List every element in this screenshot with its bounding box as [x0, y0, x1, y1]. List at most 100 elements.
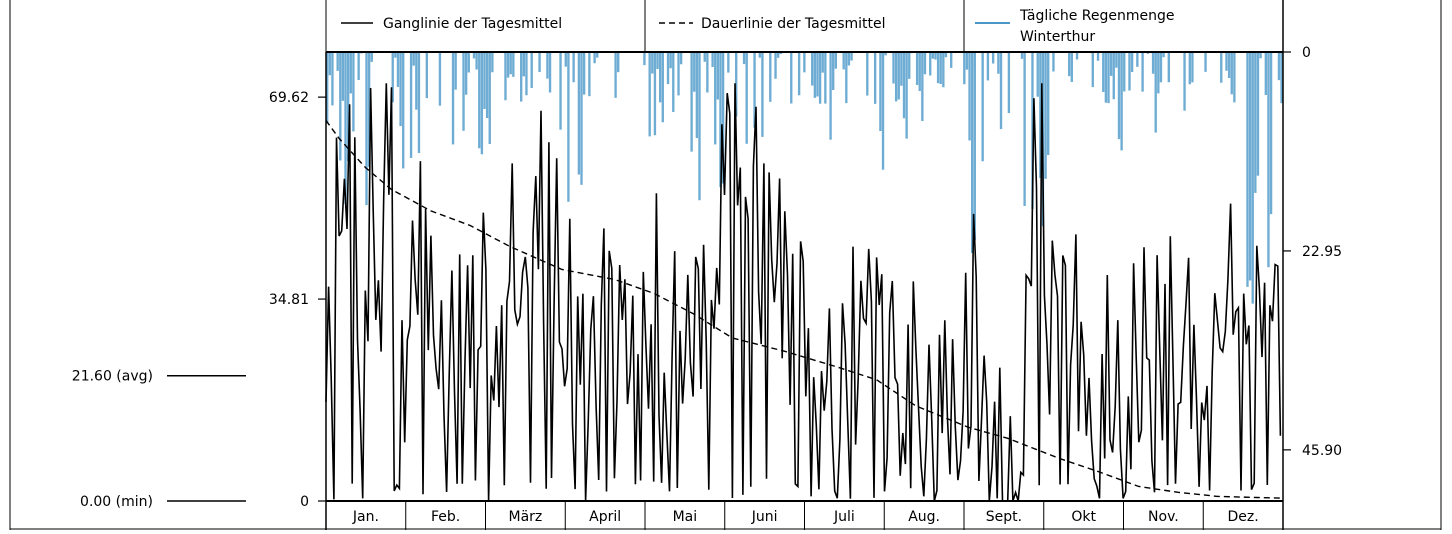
precipitation-bar — [1020, 52, 1024, 59]
month-label: Okt — [1071, 509, 1096, 525]
precipitation-bar — [716, 52, 720, 100]
precipitation-bar — [399, 52, 402, 127]
precipitation-bar — [617, 52, 620, 73]
reference-marks: 21.60 (avg) 0.00 (min) — [72, 369, 246, 510]
precipitation-bar — [1052, 52, 1055, 72]
precipitation-bar — [396, 52, 400, 87]
precipitation-bar — [677, 52, 680, 96]
precipitation-bar — [999, 52, 1003, 130]
precipitation-bar — [944, 52, 948, 58]
precipitation-bar — [572, 52, 575, 83]
precipitation-bar — [698, 52, 701, 201]
precipitation-bar — [834, 52, 838, 69]
precipitation-bar — [745, 52, 748, 144]
legend-label-hydrograph: Ganglinie der Tagesmittel — [383, 16, 562, 32]
precipitation-bar — [1141, 52, 1144, 92]
precipitation-bar — [546, 52, 549, 79]
month-label: Sept. — [986, 509, 1022, 525]
precipitation-bar — [491, 52, 494, 73]
precipitation-bar — [915, 52, 919, 85]
month-label: Jan. — [352, 509, 379, 525]
precipitation-bar — [1136, 52, 1139, 67]
precipitation-bar — [415, 52, 418, 110]
precipitation-bar — [719, 52, 722, 188]
precipitation-bar — [370, 52, 373, 62]
precipitation-bar — [693, 52, 696, 92]
precipitation-bar — [963, 52, 966, 85]
legend-label-precip: Winterthur — [1020, 29, 1095, 45]
precipitation-bar — [758, 52, 761, 58]
precipitation-bar — [818, 52, 822, 104]
precipitation-bar — [1039, 52, 1042, 179]
precipitation-bar — [339, 52, 342, 161]
month-label: Nov. — [1148, 509, 1179, 525]
precipitation-bar — [1259, 52, 1262, 59]
precipitation-bar — [1128, 52, 1131, 91]
precipitation-bar — [1167, 52, 1170, 83]
precipitation-bar — [894, 52, 898, 102]
precipitation-bar — [981, 52, 984, 162]
precipitation-bar — [661, 52, 664, 123]
precipitation-bar — [1157, 52, 1160, 94]
precipitation-bar — [402, 52, 405, 169]
precipitation-bar — [832, 52, 835, 91]
precipitation-bar — [1246, 52, 1249, 287]
precipitation-bar — [939, 52, 942, 85]
precipitation-bar — [779, 52, 782, 55]
precipitation-bar — [548, 52, 552, 93]
precipitation-bar — [525, 52, 528, 96]
precipitation-bar — [582, 52, 586, 95]
precipitation-bar — [580, 52, 583, 185]
precipitation-bar — [923, 52, 927, 75]
precipitation-bar — [480, 52, 484, 155]
legend-label-duration: Dauerlinie der Tagesmittel — [701, 16, 886, 32]
precipitation-bar — [538, 52, 541, 73]
precipitation-bar — [614, 52, 617, 98]
precipitation-bar — [1023, 52, 1026, 206]
precipitation-bar — [884, 52, 887, 56]
precipitation-bar — [331, 52, 334, 106]
precipitation-bar — [753, 52, 756, 128]
precipitation-bar — [679, 52, 683, 65]
precipitation-bar — [950, 52, 953, 68]
precipitation-bar — [365, 52, 368, 206]
precipitation-bar — [1075, 52, 1079, 60]
reference-label: 21.60 (avg) — [72, 369, 153, 385]
month-axis: Jan. Feb. März April Mai Juni Juli Aug. Sept. Okt… — [352, 501, 1259, 530]
precipitation-bar — [1104, 52, 1108, 103]
precipitation-bar — [711, 52, 714, 67]
precipitation-bar — [897, 52, 900, 100]
precipitation-bar — [666, 52, 670, 85]
precipitation-bar — [1123, 52, 1126, 92]
precipitation-bar — [454, 52, 457, 90]
precipitation-bar — [900, 52, 903, 86]
precipitation-bar — [727, 52, 730, 73]
precipitation-bar — [695, 52, 699, 139]
precipitation-bar — [504, 52, 507, 101]
precipitation-bar — [651, 52, 654, 74]
precipitation-bar — [567, 52, 570, 202]
precipitation-bar — [357, 52, 360, 80]
right-tick-label: 22.95 — [1302, 244, 1342, 260]
precipitation-bar — [596, 52, 599, 58]
precipitation-bar — [349, 52, 352, 94]
precipitation-bar — [1036, 52, 1039, 97]
hydrograph-line — [325, 83, 1282, 502]
precipitation-bar — [438, 52, 442, 106]
precipitation-bar — [811, 52, 814, 86]
precipitation-bar — [986, 52, 990, 81]
precipitation-bar — [1191, 52, 1194, 83]
precipitation-bar — [643, 52, 646, 66]
precipitation-bar — [467, 52, 470, 73]
precipitation-bar — [522, 52, 526, 77]
duration-curve-line — [325, 120, 1284, 499]
precipitation-bar — [845, 52, 848, 104]
precipitation-bar — [485, 52, 489, 119]
precipitation-bar — [1154, 52, 1157, 133]
precipitation-bar — [769, 52, 772, 102]
precipitation-bar — [1007, 52, 1011, 114]
precipitation-bar — [475, 52, 478, 70]
precipitation-bar — [991, 52, 995, 64]
month-label: Aug. — [908, 509, 940, 525]
